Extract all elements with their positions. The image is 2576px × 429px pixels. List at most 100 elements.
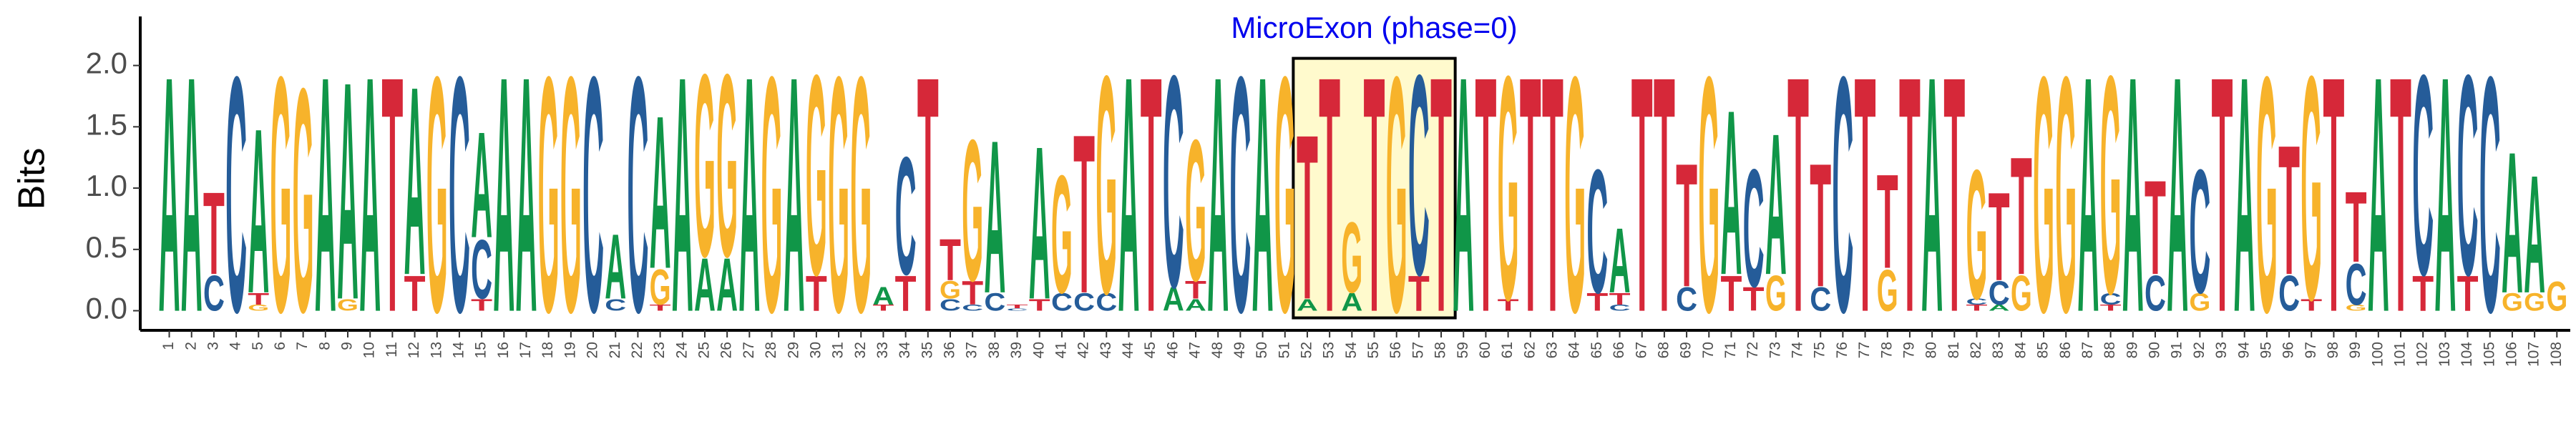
x-tick-label: 13 <box>428 342 444 358</box>
x-tick-label: 69 <box>1678 342 1694 358</box>
logo-letter: T <box>806 266 827 322</box>
logo-letter: A <box>1297 296 1318 315</box>
logo-letter: A <box>1453 6 1474 382</box>
x-tick-label: 30 <box>807 342 824 358</box>
logo-letter: A <box>2368 6 2389 382</box>
x-tick-label: 49 <box>1231 342 1248 358</box>
x-tick-label: 51 <box>1276 342 1292 358</box>
x-tick-label: 1 <box>160 342 177 350</box>
logo-letter: T <box>1141 6 1162 382</box>
x-tick-label: 32 <box>852 342 869 358</box>
logo-letter: A <box>672 6 693 382</box>
x-tick-label: 108 <box>2548 342 2565 367</box>
logo-letter: G <box>2256 6 2278 382</box>
logo-letter: T <box>1989 167 2010 308</box>
logo-letter: T <box>1408 266 1430 322</box>
logo-letter: C <box>1051 289 1073 317</box>
x-tick-label: 45 <box>1142 342 1158 358</box>
logo-letter: T <box>1877 146 1898 297</box>
logo-letter: T <box>872 303 894 312</box>
logo-letter: A <box>1989 303 2010 312</box>
logo-letter: G <box>2011 266 2032 322</box>
logo-letter: C <box>1163 13 1184 351</box>
logo-letter: T <box>248 290 269 309</box>
x-tick-label: 80 <box>1923 342 1940 358</box>
x-tick-label: 8 <box>316 342 333 350</box>
logo-letter: A <box>181 6 203 382</box>
logo-letter: C <box>2145 266 2166 322</box>
x-tick-label: 29 <box>785 342 801 358</box>
x-tick-label: 19 <box>562 342 578 358</box>
x-tick-label: 94 <box>2235 342 2252 359</box>
logo-letter: G <box>2524 289 2545 317</box>
x-tick-label: 43 <box>1098 342 1114 358</box>
x-tick-label: 72 <box>1745 342 1761 358</box>
logo-letter: T <box>404 266 426 322</box>
logo-letter: G <box>1185 97 1206 323</box>
x-tick-label: 33 <box>874 342 891 358</box>
x-tick-label: 14 <box>450 342 467 359</box>
y-tick-label: 1.5 <box>86 107 127 141</box>
logo-letter: G <box>1698 6 1719 382</box>
x-tick-label: 6 <box>272 342 288 350</box>
x-tick-label: 65 <box>1589 342 1605 358</box>
x-tick-label: 107 <box>2526 342 2542 367</box>
x-tick-label: 59 <box>1455 342 1471 358</box>
x-tick-label: 68 <box>1655 342 1672 358</box>
y-axis-label: Bits <box>11 148 53 210</box>
logo-letter: G <box>2189 289 2210 317</box>
x-tick-label: 38 <box>986 342 1002 358</box>
logo-letter: A <box>716 243 738 327</box>
logo-letter: C <box>2278 266 2300 322</box>
x-tick-label: 104 <box>2459 342 2475 367</box>
logo-letter: A <box>159 6 180 382</box>
logo-letter: C <box>203 266 225 322</box>
logo-letter: G <box>2346 303 2367 312</box>
logo-letter: G <box>1765 266 1787 322</box>
x-tick-label: 98 <box>2325 342 2341 358</box>
logo-letter: T <box>1073 88 1095 342</box>
logo-letter: G <box>1096 11 1117 359</box>
x-tick-label: 63 <box>1544 342 1561 358</box>
logo-letter: A <box>315 6 336 382</box>
logo-letter: T <box>1007 304 1028 310</box>
x-tick-label: 58 <box>1433 342 1449 358</box>
x-tick-label: 21 <box>607 342 623 358</box>
logo-letter: C <box>1229 6 1251 382</box>
logo-letter: A <box>784 6 805 382</box>
logo-letter: T <box>1364 6 1385 382</box>
x-tick-label: 36 <box>942 342 958 358</box>
x-tick-label: 83 <box>1990 342 2006 358</box>
logo-letter: T <box>203 168 225 299</box>
logo-letter: A <box>738 6 760 382</box>
logo-letter: C <box>1743 134 1765 322</box>
logo-letter: C <box>1609 303 1631 312</box>
logo-letter: G <box>962 97 983 323</box>
logo-letter: A <box>1207 6 1229 382</box>
logo-letter: A <box>1252 6 1274 382</box>
logo-letter: C <box>1073 289 1095 317</box>
logo-letter: T <box>1966 303 1988 312</box>
logo-letter: G <box>761 6 783 382</box>
x-tick-label: 54 <box>1343 342 1360 359</box>
logo-letter: C <box>1966 297 1988 306</box>
logo-letter: A <box>404 31 426 331</box>
x-tick-label: 85 <box>2035 342 2051 358</box>
logo-letter: C <box>2412 16 2434 335</box>
logo-letter: G <box>1341 202 1362 315</box>
logo-letter: C <box>1676 280 1697 318</box>
x-tick-label: 62 <box>1521 342 1538 358</box>
y-tick-label: 0.5 <box>86 230 127 264</box>
logo-letter: G <box>650 260 671 316</box>
x-tick-label: 5 <box>250 342 266 350</box>
logo-letter: G <box>248 303 269 312</box>
x-tick-label: 41 <box>1053 342 1069 358</box>
x-tick-label: 97 <box>2303 342 2319 358</box>
logo-letter: A <box>650 71 671 315</box>
logo-letter: T <box>2323 6 2344 382</box>
x-tick-label: 28 <box>763 342 779 358</box>
logo-letter: C <box>605 296 626 315</box>
logo-letter: C <box>984 289 1005 317</box>
x-tick-label: 84 <box>2012 342 2029 359</box>
x-tick-label: 82 <box>1968 342 1984 358</box>
